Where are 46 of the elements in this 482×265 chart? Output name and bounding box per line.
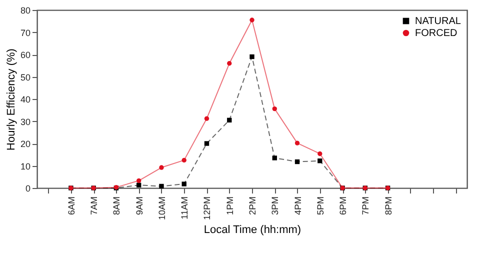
x-tick-label: 4PM xyxy=(292,196,303,216)
point xyxy=(227,61,232,66)
x-tick-label: 3PM xyxy=(270,196,280,216)
point xyxy=(294,159,300,164)
y-tick-label: 40 xyxy=(20,94,30,104)
x-tick-label: 11AM xyxy=(180,196,190,220)
x-tick-label: 9AM xyxy=(134,196,144,216)
x-tick-label: 7PM xyxy=(360,196,371,216)
x-axis-title: Local Time (hh:mm) xyxy=(204,224,302,236)
y-tick-label: 30 xyxy=(20,116,30,127)
point xyxy=(272,156,277,160)
x-tick-label: 6PM xyxy=(338,196,348,216)
x-tick-label: 8PM xyxy=(383,196,394,216)
point xyxy=(272,106,277,112)
point xyxy=(159,184,164,189)
point xyxy=(136,178,142,183)
y-tick-label: 20 xyxy=(20,139,30,149)
y-tick-label: 50 xyxy=(20,72,30,82)
y-tick-label: 80 xyxy=(20,6,30,16)
point xyxy=(250,18,254,22)
x-tick-label: 6AM xyxy=(66,196,76,216)
point xyxy=(182,158,186,163)
x-tick-label: 8AM xyxy=(112,196,122,216)
point xyxy=(204,141,210,146)
legend-label: FORCED xyxy=(415,28,458,39)
point xyxy=(159,165,164,170)
point xyxy=(318,158,322,164)
y-tick-label: 60 xyxy=(20,50,30,60)
x-tick-label: 1PM xyxy=(224,196,235,216)
point xyxy=(227,118,232,122)
point xyxy=(250,54,254,60)
y-tick-label: 70 xyxy=(20,28,30,38)
point xyxy=(318,151,322,156)
x-tick-label: 7AM xyxy=(89,196,100,216)
x-tick-label: 12PM xyxy=(202,196,212,220)
legend-label: NATURAL xyxy=(415,16,462,27)
point xyxy=(182,182,186,186)
y-tick-label: 10 xyxy=(20,161,30,172)
point xyxy=(136,182,142,188)
point xyxy=(204,116,210,121)
x-tick-label: 5PM xyxy=(315,196,326,216)
x-tick-label: 2PM xyxy=(248,196,258,216)
x-tick-label: 10AM xyxy=(156,196,167,220)
point xyxy=(294,140,300,146)
y-axis-title: Hourly Efficiency (%) xyxy=(5,48,18,150)
y-tick-label: 0 xyxy=(25,184,30,194)
